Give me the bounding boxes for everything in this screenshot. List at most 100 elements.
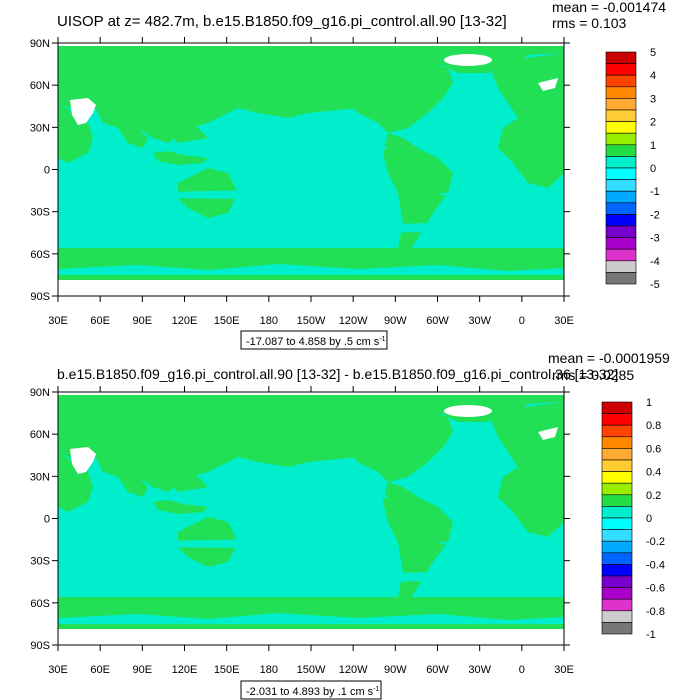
panel-2-rms: rms = 0.0285 <box>552 367 634 383</box>
colorbar-label: 1 <box>650 140 656 152</box>
colorbar-swatch <box>601 529 633 542</box>
lon-label: 180 <box>260 664 278 676</box>
lat-label: 90N <box>30 387 50 399</box>
lon-label: 90W <box>384 664 407 676</box>
lon-label: 150W <box>297 664 326 676</box>
colorbar-swatch <box>601 459 633 472</box>
panel-1-map: 90N 60N 30N 0 30S 60S 90S 30E 60E 90E 120E 150E 180… <box>30 37 574 327</box>
colorbar-label: 0 <box>650 163 656 175</box>
colorbar-label: -2 <box>650 209 660 221</box>
colorbar-swatch <box>601 401 633 414</box>
panel-2-map: 90N 60N 30N 0 30S 60S 90S 30E 60E 90E 120E 150E 180… <box>30 386 574 676</box>
panel-2-missing-region-arctic <box>538 427 558 440</box>
lon-label: 0 <box>519 664 525 676</box>
colorbar-label: 4 <box>650 70 656 82</box>
colorbar-swatch <box>605 260 637 273</box>
colorbar-swatch <box>605 51 637 64</box>
colorbar-label: 3 <box>650 93 656 105</box>
colorbar-swatch <box>601 413 633 426</box>
colorbar-label: 0.2 <box>646 490 661 502</box>
colorbar-swatch <box>601 598 633 612</box>
panel-1-missing-greenland <box>444 54 492 66</box>
lon-label: 30W <box>468 315 491 327</box>
colorbar-swatch <box>605 202 637 215</box>
colorbar-swatch <box>601 575 633 588</box>
colorbar-swatch <box>601 517 633 530</box>
colorbar-swatch <box>605 156 637 169</box>
lat-label: 30S <box>30 556 50 568</box>
panel-2: b.e15.B1850.f09_g16.pi_control.all.90 [1… <box>30 350 670 700</box>
colorbar-swatch <box>605 225 637 238</box>
lat-label: 0 <box>44 514 50 526</box>
panel-2-lon-axis: 30E 60E 90E 120E 150E 180 150W 120W 90W 60W 30W 0 30… <box>48 386 574 676</box>
panel-2-range-label: -2.031 to 4.893 by .1 cm s-1 <box>240 680 382 700</box>
panel-2-lat-axis: 90N 60N 30N 0 30S 60S 90S <box>30 387 570 652</box>
colorbar-swatch <box>605 248 637 262</box>
colorbar-label: -0.6 <box>646 583 665 595</box>
colorbar-swatch <box>601 564 633 577</box>
lon-label: 60W <box>426 315 449 327</box>
panel-1: UISOP at z= 482.7m, b.e15.B1850.f09_g16.… <box>30 0 666 350</box>
colorbar-swatch <box>601 587 633 600</box>
panel-1-colorbar: 5 4 3 2 1 0 -1 -2 -3 -4 -5 <box>605 47 660 291</box>
lon-label: 60W <box>426 664 449 676</box>
colorbar-swatch <box>605 132 637 146</box>
colorbar-swatch <box>601 471 633 484</box>
panel-1-mean: mean = -0.001474 <box>552 0 666 15</box>
panel-1-range-label: -17.087 to 4.858 by .5 cm s-1 <box>240 330 388 350</box>
lon-label: 30W <box>468 664 491 676</box>
colorbar-swatch <box>601 448 633 461</box>
panel-1-rms: rms = 0.103 <box>552 15 627 31</box>
colorbar-swatch <box>601 622 633 635</box>
colorbar-swatch <box>605 109 637 122</box>
colorbar-swatch <box>601 540 633 554</box>
lat-label: 30S <box>30 207 50 219</box>
colorbar-swatch <box>601 494 633 507</box>
colorbar-label: -0.2 <box>646 536 665 548</box>
colorbar-label: 0.6 <box>646 443 661 455</box>
panel-2-colorbar: 1 0.8 0.6 0.4 0.2 0 -0.2 -0.4 -0.6 -0.8 -1 <box>601 397 665 641</box>
lon-label: 150E <box>214 315 240 327</box>
panel-2-range-text: -2.031 to 4.893 by .1 cm s <box>246 686 374 698</box>
panel-2-missing-greenland <box>444 405 492 417</box>
lon-label: 150E <box>214 664 240 676</box>
lat-label: 60N <box>30 80 50 92</box>
lat-label: 60N <box>30 429 50 441</box>
colorbar-label: -5 <box>650 279 660 291</box>
panel-1-lon-axis: 30E 60E 90E 120E 150E 180 150W 120W 90W 60W 30W 0 30… <box>48 37 574 327</box>
colorbar-label: -4 <box>650 256 660 268</box>
colorbar-label: 0.4 <box>646 467 661 479</box>
colorbar-swatch <box>605 272 637 285</box>
panel-2-missing-region-africa <box>70 447 96 474</box>
colorbar-swatch <box>601 482 633 496</box>
lon-label: 120E <box>172 315 198 327</box>
colorbar-label: 5 <box>650 47 656 59</box>
colorbar-label: -0.4 <box>646 559 665 571</box>
colorbar-swatch <box>605 237 637 250</box>
lat-label: 30N <box>30 122 50 134</box>
panel-1-missing-edge <box>58 43 564 46</box>
colorbar-label: -3 <box>650 233 660 245</box>
lat-label: 90N <box>30 38 50 50</box>
colorbar-swatch <box>605 86 637 99</box>
panel-1-missing-region-africa <box>70 98 96 125</box>
colorbar-label: 0 <box>646 513 652 525</box>
panel-1-title: UISOP at z= 482.7m, b.e15.B1850.f09_g16.… <box>57 13 507 30</box>
lon-label: 30E <box>48 664 68 676</box>
lon-label: 30E <box>554 664 574 676</box>
colorbar-swatch <box>601 506 633 519</box>
colorbar-label: -1 <box>650 186 660 198</box>
panel-2-missing-edge <box>58 392 564 395</box>
lon-label: 0 <box>519 315 525 327</box>
colorbar-label: -1 <box>646 629 656 641</box>
panel-2-range-exponent: -1 <box>373 686 379 693</box>
panel-1-range-exponent: -1 <box>379 336 385 343</box>
lat-label: 60S <box>30 249 50 261</box>
panel-1-missing-antarctica <box>58 280 564 296</box>
lon-label: 60E <box>90 315 110 327</box>
panel-1-missing-region-arctic <box>538 78 558 91</box>
colorbar-swatch <box>605 63 637 76</box>
colorbar-swatch <box>605 190 637 204</box>
panel-2-title: b.e15.B1850.f09_g16.pi_control.all.90 [1… <box>57 366 618 382</box>
colorbar-swatch <box>605 98 637 111</box>
